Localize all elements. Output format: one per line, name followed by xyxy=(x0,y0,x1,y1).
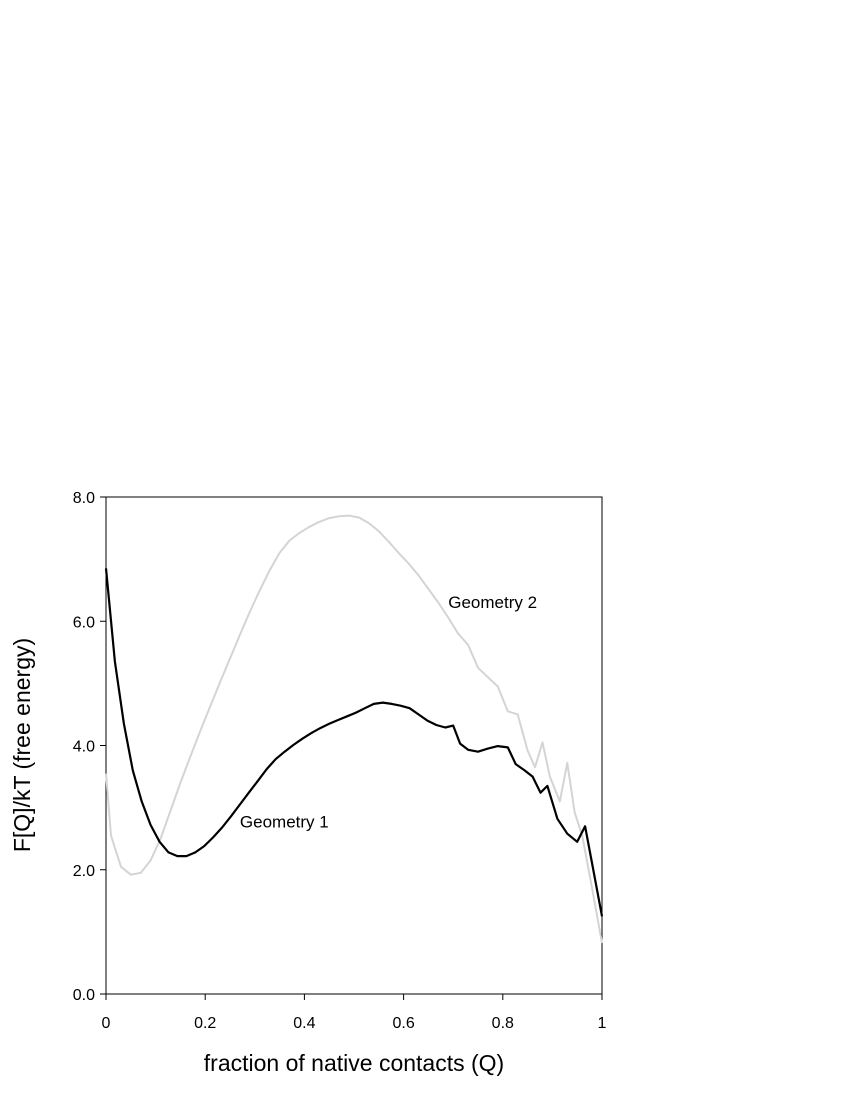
x-tick-label: 0.2 xyxy=(194,1015,216,1032)
y-tick-label: 2.0 xyxy=(73,863,95,880)
x-tick-label: 0 xyxy=(102,1015,111,1032)
x-tick-label: 1 xyxy=(598,1015,607,1032)
y-tick-label: 6.0 xyxy=(73,614,95,631)
y-tick-label: 4.0 xyxy=(73,739,95,756)
plot-frame xyxy=(105,496,603,995)
series-line-1 xyxy=(104,568,604,917)
x-tick-label: 0.4 xyxy=(293,1015,315,1032)
y-tick-label: 8.0 xyxy=(73,490,95,507)
x-tick-label: 0.6 xyxy=(392,1015,414,1032)
x-axis-title: fraction of native contacts (Q) xyxy=(204,1050,504,1076)
series-label-1: Geometry 1 xyxy=(240,812,329,831)
x-tick-label: 0.8 xyxy=(492,1015,514,1032)
y-axis-title: F[Q]/kT (free energy) xyxy=(9,638,35,852)
series-layer: Geometry 2 Geometry 1 xyxy=(104,514,604,944)
series-line-2 xyxy=(105,514,603,944)
y-tick-label: 0.0 xyxy=(73,987,95,1004)
x-axis-ticks: 0 0.2 0.4 0.6 0.8 1 xyxy=(102,994,607,1032)
y-axis-ticks: 0.0 2.0 4.0 6.0 8.0 xyxy=(73,490,106,1004)
series-label-2: Geometry 2 xyxy=(448,593,537,612)
